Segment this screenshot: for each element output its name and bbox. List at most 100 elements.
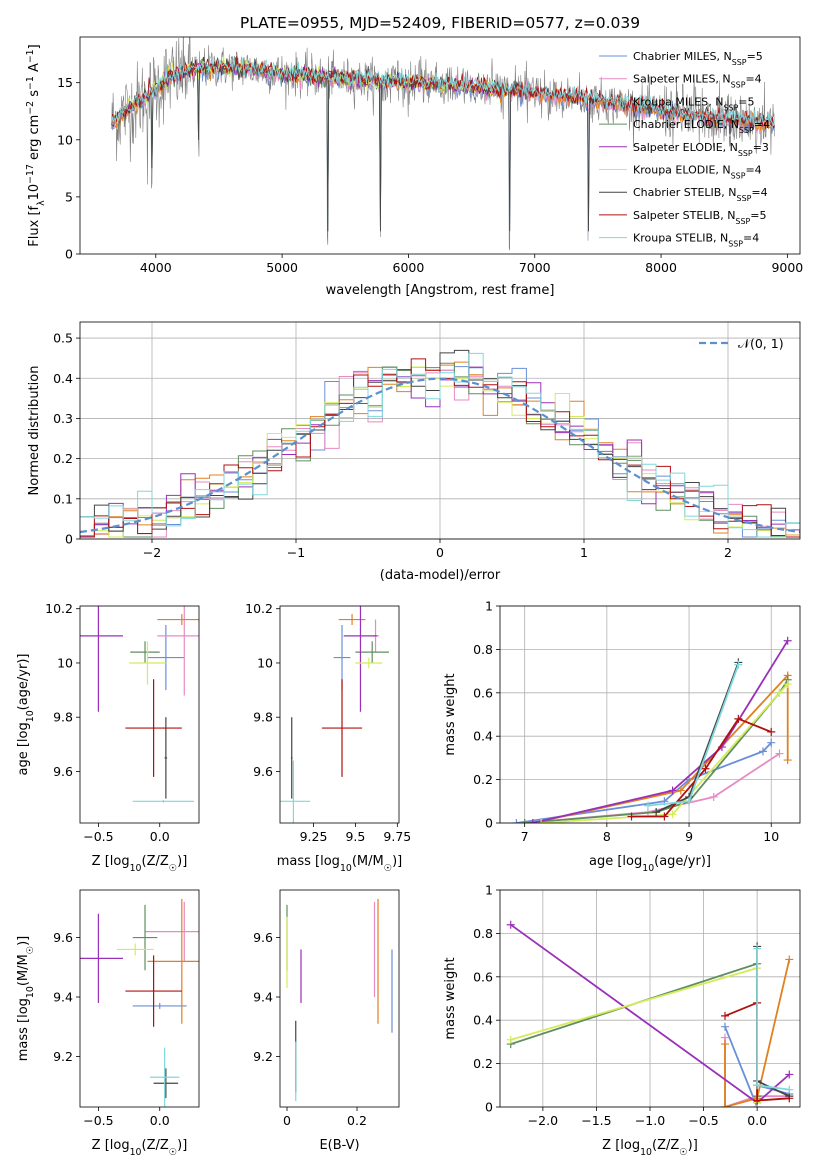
y-tick-label: 1 xyxy=(485,599,493,614)
x-tick-label: 0 xyxy=(283,1113,291,1128)
x-tick-label: 0 xyxy=(436,545,444,560)
y-tick-label: 0 xyxy=(65,532,73,547)
x-axis-label: mass [log10(M/M☉)] xyxy=(277,854,403,874)
y-tick-label: 15 xyxy=(57,75,73,90)
weight-point-marker xyxy=(643,801,652,810)
plot-area-residuals xyxy=(80,349,800,538)
y-tick-label: 0.1 xyxy=(53,491,73,506)
plot-area-mass_vs_ebv xyxy=(286,898,393,1102)
errorbar-point xyxy=(338,614,366,625)
x-tick-label: 9.5 xyxy=(345,829,365,844)
y-tick-label: 0.6 xyxy=(473,969,493,984)
weight-series-line xyxy=(524,679,789,823)
errorbar-point xyxy=(343,606,378,712)
x-tick-label: 5000 xyxy=(266,260,298,275)
y-tick-label: 9.2 xyxy=(53,1049,73,1064)
x-tick-label: 8 xyxy=(603,829,611,844)
x-tick-label: 0.0 xyxy=(150,1113,170,1128)
x-tick-label: 9.25 xyxy=(300,829,328,844)
weight-point-marker xyxy=(676,786,685,795)
weight-point-marker xyxy=(627,812,636,821)
errorbar-point xyxy=(116,943,154,956)
y-tick-label: 0.5 xyxy=(53,331,73,346)
x-tick-label: −2.0 xyxy=(528,1113,558,1128)
y-axis-label: Normed distribution xyxy=(27,366,42,496)
axes-frame xyxy=(79,36,801,255)
weight-point-marker xyxy=(785,1085,794,1094)
y-axis-label: mass weight xyxy=(443,673,458,755)
histogram-series xyxy=(80,352,800,538)
spectrum-model-line xyxy=(111,55,775,129)
legend-entry: 𝒩(0, 1) xyxy=(738,336,784,351)
weight-point-marker xyxy=(734,660,743,669)
y-tick-label: 10.2 xyxy=(45,601,73,616)
y-tick-label: 0.2 xyxy=(473,1056,493,1071)
weight-series-line xyxy=(756,948,790,1091)
axes-mass_vs_Z: −0.5 0.0 9.2 9.4 9.6 mass [log10(M/M☉)] Z [log… xyxy=(16,889,200,1158)
weight-point-marker xyxy=(537,819,546,823)
errorbar-point xyxy=(164,717,168,799)
weight-point-marker xyxy=(506,920,515,929)
x-tick-label: −1.5 xyxy=(581,1113,611,1128)
errorbar-point xyxy=(290,717,293,799)
errorbar-point xyxy=(132,799,195,803)
y-tick-label: 0.4 xyxy=(53,371,73,386)
axes-spectrum: 4000 5000 6000 7000 8000 9000 0 5 10 15 Flux [fλ10… xyxy=(25,36,803,298)
x-tick-label: 7 xyxy=(521,829,529,844)
weight-point-marker xyxy=(785,1094,794,1103)
weight-point-marker xyxy=(734,714,743,723)
y-tick-label: 9.6 xyxy=(53,930,73,945)
legend-entry: Chabrier MILES, NSSP=5 xyxy=(633,50,763,67)
y-tick-label: 0 xyxy=(485,1100,493,1115)
legend-entry: Salpeter STELIB, NSSP=5 xyxy=(633,209,766,226)
y-tick-label: 0.2 xyxy=(53,451,73,466)
errorbar-point xyxy=(80,913,123,1003)
axes-frame xyxy=(79,605,200,824)
y-tick-label: 9.8 xyxy=(253,710,273,725)
weight-point-marker xyxy=(767,738,776,747)
errorbar-point xyxy=(125,679,182,777)
weight-point-marker xyxy=(783,680,792,689)
y-tick-label: 0.2 xyxy=(473,772,493,787)
weight-series-line xyxy=(516,742,772,823)
spectrum-data-line xyxy=(111,37,775,251)
errorbar-point xyxy=(355,657,383,669)
y-axis-label: mass [log10(M/M☉)] xyxy=(16,936,36,1062)
x-axis-label: Z [log10(Z/Z☉)] xyxy=(602,1138,698,1158)
axes-frame xyxy=(499,605,801,824)
legend-entry: Chabrier ELODIE, NSSP=4 xyxy=(633,118,770,135)
y-tick-label: 9.6 xyxy=(253,930,273,945)
spectrum-model-line xyxy=(111,56,775,130)
plot-area-age_vs_Z xyxy=(80,606,199,803)
x-axis-label: Z [log10(Z/Z☉)] xyxy=(92,1138,188,1158)
y-tick-label: 10 xyxy=(57,132,73,147)
weight-point-marker xyxy=(767,727,776,736)
x-tick-label: 0.0 xyxy=(747,1113,767,1128)
errorbar-point xyxy=(80,606,123,712)
x-tick-label: −1 xyxy=(287,545,305,560)
axes-mass_weight_vs_Z: −2.0 −1.5 −1.0 −0.5 0.0 0 0.2 0.4 0.6 0.8 1 mass we… xyxy=(443,883,801,1158)
y-tick-label: 9.4 xyxy=(53,990,73,1005)
weight-point-marker xyxy=(506,1035,515,1044)
y-tick-label: 9.6 xyxy=(253,764,273,779)
y-tick-label: 0 xyxy=(65,247,73,262)
y-tick-label: 10 xyxy=(257,655,273,670)
weight-point-marker xyxy=(512,819,521,823)
x-tick-label: 4000 xyxy=(140,260,172,275)
x-tick-label: 0.0 xyxy=(150,829,170,844)
weight-point-marker xyxy=(759,747,768,756)
x-tick-label: 8000 xyxy=(645,260,677,275)
errorbar-point xyxy=(149,1047,180,1107)
x-tick-label: 9000 xyxy=(771,260,803,275)
x-tick-label: 2 xyxy=(724,545,732,560)
weight-series-line xyxy=(541,683,789,823)
weight-point-marker xyxy=(685,797,694,806)
x-tick-label: −0.5 xyxy=(83,1113,113,1128)
errorbar-point xyxy=(280,760,311,823)
legend-entry: Kroupa ELODIE, NSSP=4 xyxy=(633,164,762,181)
weight-series-line xyxy=(510,966,758,1103)
x-axis-label: Z [log10(Z/Z☉)] xyxy=(92,854,188,874)
y-tick-label: 9.2 xyxy=(253,1049,273,1064)
weight-point-marker xyxy=(775,688,784,697)
weight-point-marker xyxy=(668,810,677,819)
